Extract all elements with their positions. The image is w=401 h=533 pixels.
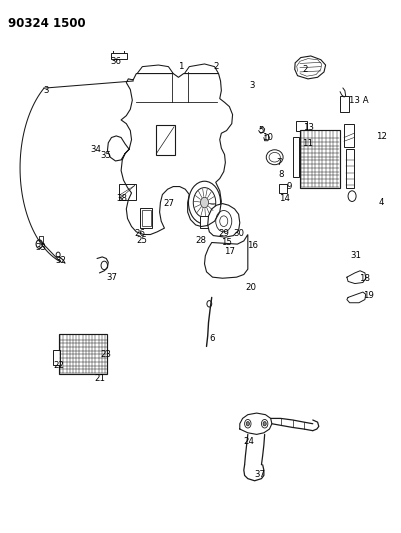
Bar bbox=[111, 53, 127, 59]
Text: 10: 10 bbox=[262, 133, 273, 142]
Circle shape bbox=[101, 261, 107, 270]
Text: 32: 32 bbox=[55, 256, 67, 264]
Text: 21: 21 bbox=[94, 374, 105, 383]
Circle shape bbox=[245, 419, 251, 428]
Bar bbox=[140, 208, 152, 228]
Text: 7: 7 bbox=[276, 158, 282, 167]
Text: 27: 27 bbox=[163, 199, 174, 208]
Text: 13: 13 bbox=[303, 124, 314, 132]
Text: 17: 17 bbox=[224, 247, 235, 256]
Text: 14: 14 bbox=[279, 194, 290, 203]
Text: 25: 25 bbox=[137, 237, 148, 245]
Text: 37: 37 bbox=[107, 273, 118, 281]
Text: 29: 29 bbox=[218, 229, 229, 238]
Text: 3: 3 bbox=[250, 81, 255, 90]
Text: 35: 35 bbox=[101, 151, 112, 160]
Bar bbox=[53, 350, 60, 365]
Circle shape bbox=[200, 197, 209, 208]
Bar bbox=[200, 216, 211, 228]
Text: 5: 5 bbox=[258, 126, 263, 135]
Circle shape bbox=[56, 252, 60, 257]
Bar bbox=[156, 125, 175, 155]
Ellipse shape bbox=[269, 152, 280, 162]
Text: 2: 2 bbox=[214, 62, 219, 71]
Circle shape bbox=[36, 240, 43, 248]
Text: 3: 3 bbox=[43, 86, 49, 95]
Circle shape bbox=[207, 301, 212, 307]
Text: 90324 1500: 90324 1500 bbox=[8, 17, 86, 30]
Text: 9: 9 bbox=[286, 182, 292, 191]
Bar bbox=[59, 334, 107, 374]
Polygon shape bbox=[295, 56, 326, 79]
Bar bbox=[346, 149, 354, 188]
Text: 19: 19 bbox=[363, 292, 375, 300]
Text: 38: 38 bbox=[116, 194, 127, 203]
Bar bbox=[300, 130, 340, 188]
Text: 12: 12 bbox=[376, 133, 387, 141]
Text: 6: 6 bbox=[210, 334, 215, 343]
Bar bbox=[279, 184, 287, 193]
Text: 22: 22 bbox=[54, 361, 65, 369]
Circle shape bbox=[348, 191, 356, 201]
Text: 30: 30 bbox=[233, 229, 244, 238]
Text: 33: 33 bbox=[36, 244, 47, 252]
Text: 18: 18 bbox=[358, 274, 370, 282]
Text: 2: 2 bbox=[302, 65, 308, 74]
Text: 24: 24 bbox=[243, 437, 254, 446]
Polygon shape bbox=[205, 235, 248, 278]
Text: 26: 26 bbox=[134, 229, 145, 238]
Bar bbox=[296, 121, 307, 131]
Ellipse shape bbox=[266, 150, 283, 165]
Text: 28: 28 bbox=[195, 237, 206, 245]
Bar bbox=[142, 210, 151, 226]
Text: 31: 31 bbox=[350, 252, 362, 260]
Text: 34: 34 bbox=[91, 145, 102, 154]
Text: 16: 16 bbox=[247, 241, 258, 249]
Bar bbox=[119, 184, 136, 200]
Text: 15: 15 bbox=[221, 238, 233, 247]
Polygon shape bbox=[208, 204, 240, 237]
Circle shape bbox=[188, 181, 221, 224]
Circle shape bbox=[263, 422, 266, 426]
Text: 11: 11 bbox=[302, 140, 314, 148]
Text: 1: 1 bbox=[178, 62, 183, 71]
Circle shape bbox=[220, 216, 228, 227]
Text: 8: 8 bbox=[278, 171, 284, 179]
Circle shape bbox=[216, 211, 232, 232]
Circle shape bbox=[193, 188, 216, 217]
Bar bbox=[293, 137, 299, 177]
Bar bbox=[340, 96, 349, 112]
Circle shape bbox=[261, 419, 268, 428]
Text: 37: 37 bbox=[254, 470, 265, 479]
Text: 36: 36 bbox=[111, 57, 122, 66]
Text: 13 A: 13 A bbox=[349, 96, 369, 104]
Circle shape bbox=[246, 422, 249, 426]
Bar bbox=[344, 124, 354, 147]
Text: 4: 4 bbox=[378, 198, 384, 207]
Text: 23: 23 bbox=[101, 350, 112, 359]
Text: 20: 20 bbox=[245, 284, 256, 292]
